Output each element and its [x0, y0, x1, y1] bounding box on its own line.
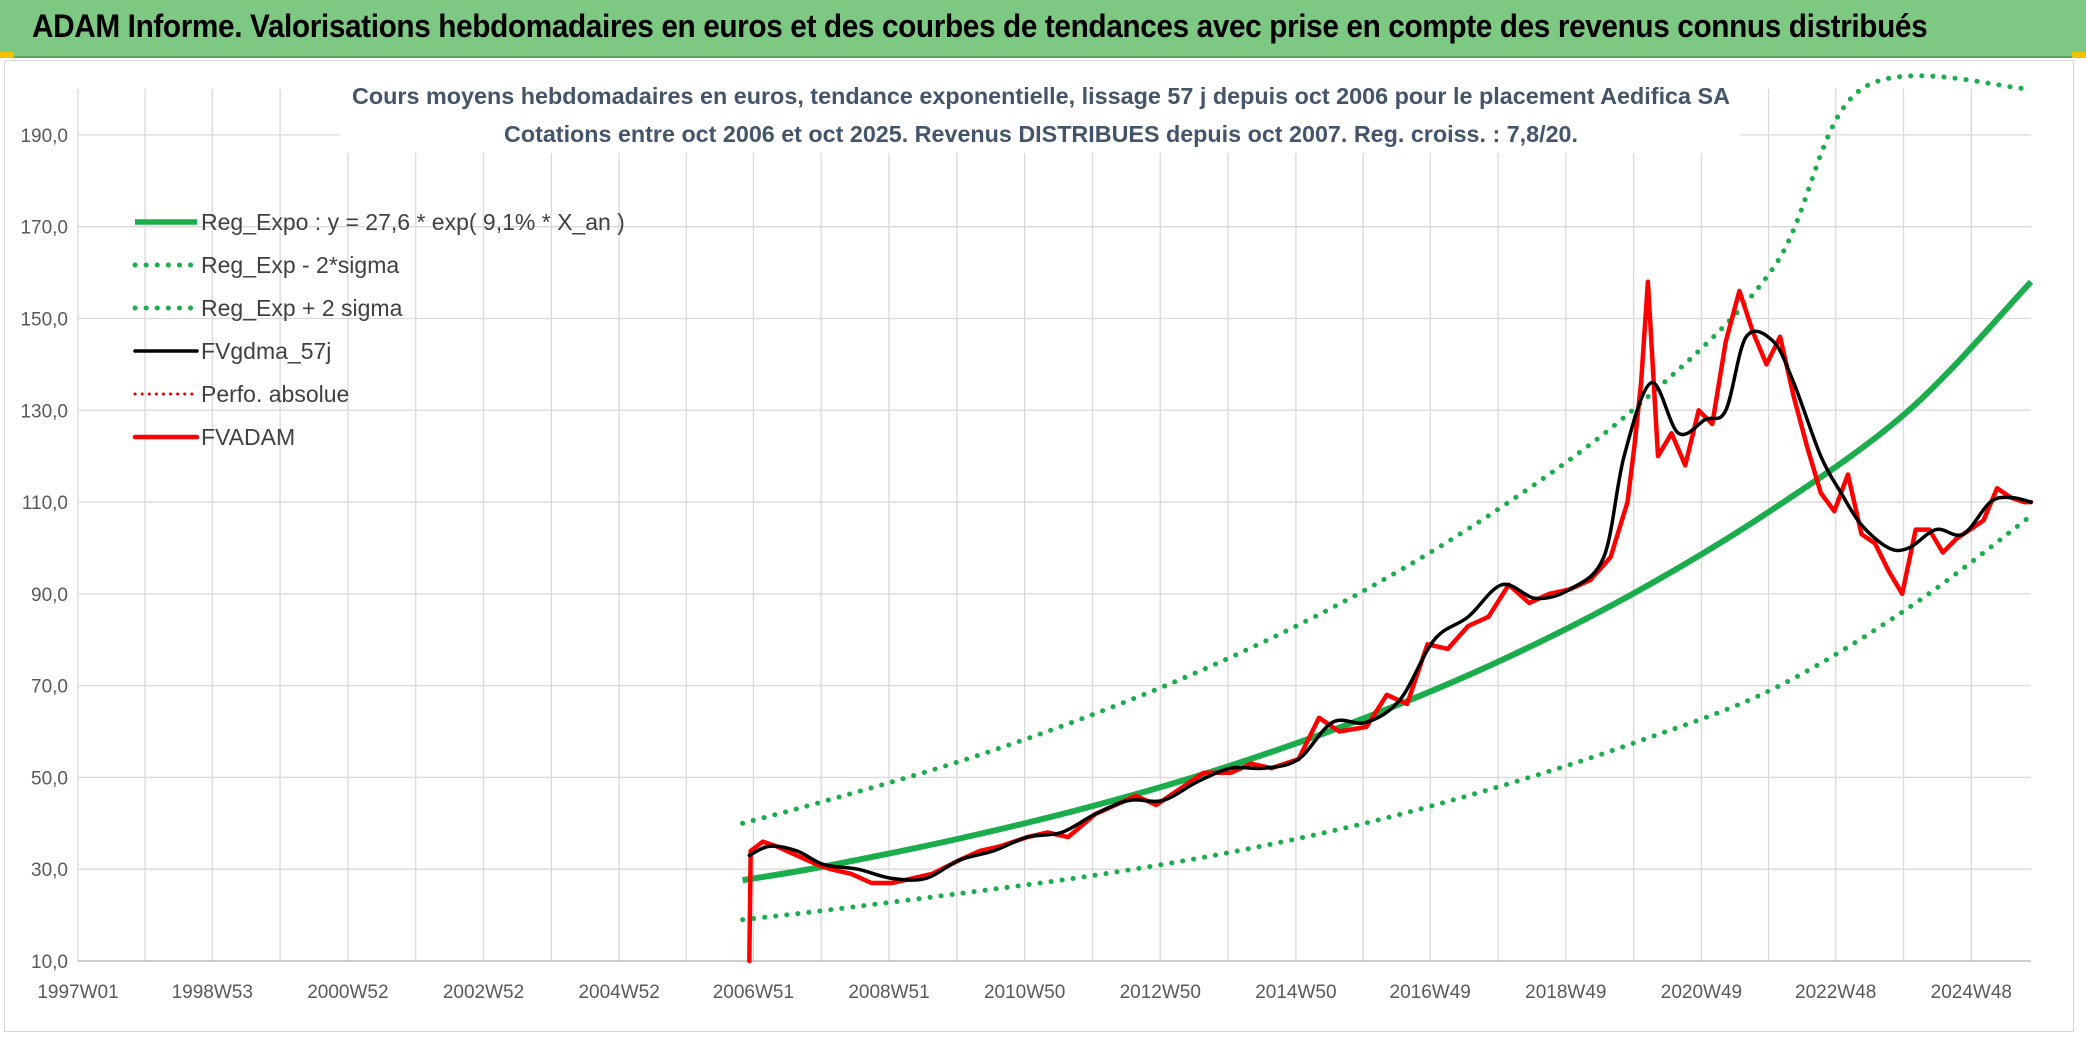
y-tick-label: 130,0: [20, 401, 68, 422]
series-line-3: [747, 329, 2033, 882]
report-title: ADAM Informe. Valorisations hebdomadaire…: [32, 8, 1928, 44]
x-tick-label: 2006W51: [713, 982, 794, 1003]
x-tick-label: 1998W53: [172, 982, 253, 1003]
chart-title: Cours moyens hebdomadaires en euros, ten…: [352, 83, 1730, 109]
series-line-0: [742, 279, 2034, 884]
series-line-5: [747, 279, 2034, 964]
y-tick-label: 90,0: [31, 585, 68, 606]
title-backdrop: [340, 71, 1740, 153]
legend: Reg_Expo : y = 27,6 * exp( 9,1% * X_an )…: [132, 209, 625, 450]
x-tick-label: 2020W49: [1661, 982, 1742, 1003]
x-tick-label: 2014W50: [1255, 982, 1336, 1003]
legend-label: Reg_Expo : y = 27,6 * exp( 9,1% * X_an ): [201, 209, 625, 235]
series-layer: [740, 73, 2034, 964]
y-tick-label: 170,0: [20, 218, 68, 239]
y-tick-label: 50,0: [31, 768, 68, 789]
corner-accent-right: [2072, 52, 2086, 58]
x-tick-label: 2008W51: [848, 982, 929, 1003]
x-tick-label: 2010W50: [984, 982, 1065, 1003]
y-tick-label: 190,0: [20, 126, 68, 147]
y-tick-label: 150,0: [20, 309, 68, 330]
corner-accent-left: [0, 52, 14, 58]
legend-label: FVgdma_57j: [201, 338, 331, 364]
x-tick-label: 2002W52: [443, 982, 524, 1003]
x-tick-label: 2000W52: [307, 982, 388, 1003]
report-header: ADAM Informe. Valorisations hebdomadaire…: [0, 0, 2086, 58]
x-tick-label: 2012W50: [1120, 982, 1201, 1003]
legend-label: Reg_Exp - 2*sigma: [201, 252, 399, 278]
grid-lines: [77, 89, 2031, 962]
y-tick-label: 110,0: [22, 493, 68, 514]
legend-label: Perfo. absolue: [201, 381, 349, 407]
x-tick-label: 2022W48: [1795, 982, 1876, 1003]
x-axis-ticks: 1997W01 1998W53 2000W52 2002W52 2004W52 2006W…: [37, 982, 2012, 1003]
x-tick-label: 2024W48: [1931, 982, 2012, 1003]
x-tick-label: 1997W01: [37, 982, 118, 1003]
chart-svg: 190,0 170,0 150,0 130,0 110,0 90,0 70,0 50,0 30,…: [20, 71, 2034, 1003]
x-tick-label: 2004W52: [578, 982, 659, 1003]
x-tick-label: 2016W49: [1390, 982, 1471, 1003]
chart-area: 190,0 170,0 150,0 130,0 110,0 90,0 70,0 50,0 30,…: [4, 60, 2074, 1032]
x-tick-label: 2018W49: [1525, 982, 1606, 1003]
legend-label: Reg_Exp + 2 sigma: [201, 295, 403, 321]
series-line-1: [740, 513, 2034, 923]
chart-subtitle: Cotations entre oct 2006 et oct 2025. Re…: [504, 121, 1578, 147]
y-tick-label: 10,0: [31, 952, 68, 973]
legend-label: FVADAM: [201, 424, 295, 450]
y-axis-ticks: 190,0 170,0 150,0 130,0 110,0 90,0 70,0 50,0 30,…: [20, 126, 68, 973]
series-line-2: [740, 73, 2034, 826]
y-tick-label: 30,0: [31, 860, 68, 881]
y-tick-label: 70,0: [31, 677, 68, 698]
